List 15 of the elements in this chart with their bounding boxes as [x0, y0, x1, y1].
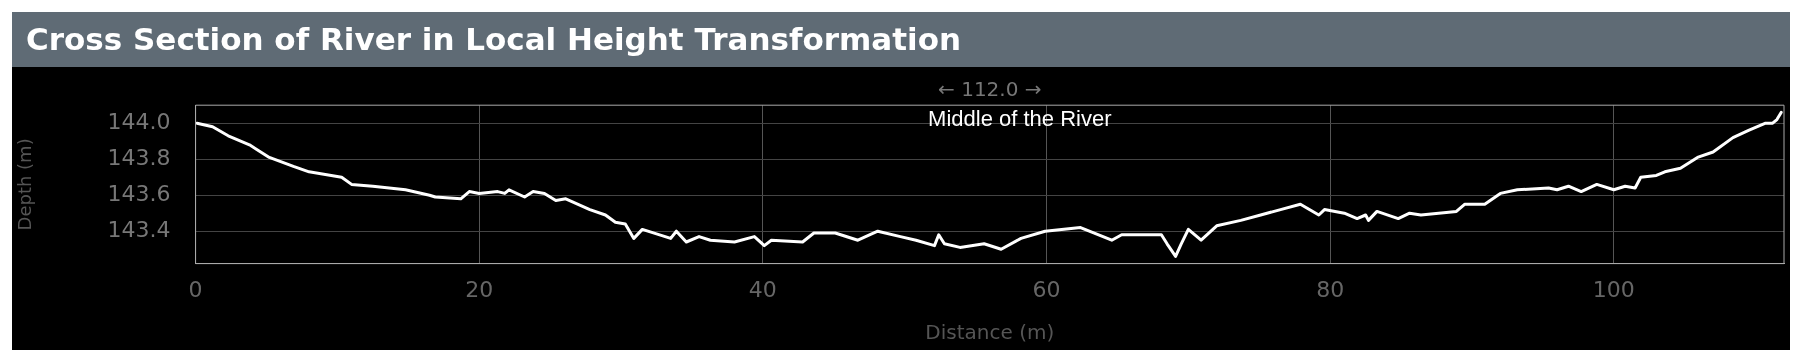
chart-title: Cross Section of River in Local Height Transformation — [12, 12, 1790, 67]
x-tick-label: 20 — [465, 276, 494, 302]
y-axis-title: Depth (m) — [14, 138, 36, 231]
text: ← 112.0 → — [938, 77, 1042, 102]
y-tick-label: 143.4 — [107, 216, 171, 242]
x-tick-label: 100 — [1592, 276, 1635, 302]
annotation: Middle of the River — [928, 106, 1112, 132]
x-tick-label: 0 — [188, 276, 203, 302]
y-tick-label: 143.8 — [107, 144, 171, 170]
y-tick-label: 143.6 — [107, 180, 171, 206]
x-tick-label: 80 — [1316, 276, 1345, 302]
y-tick-label: 144.0 — [107, 108, 171, 134]
x-tick-label: 60 — [1032, 276, 1061, 302]
x-tick-label: 40 — [748, 276, 777, 302]
x-axis-title: Distance (m) — [925, 320, 1055, 345]
